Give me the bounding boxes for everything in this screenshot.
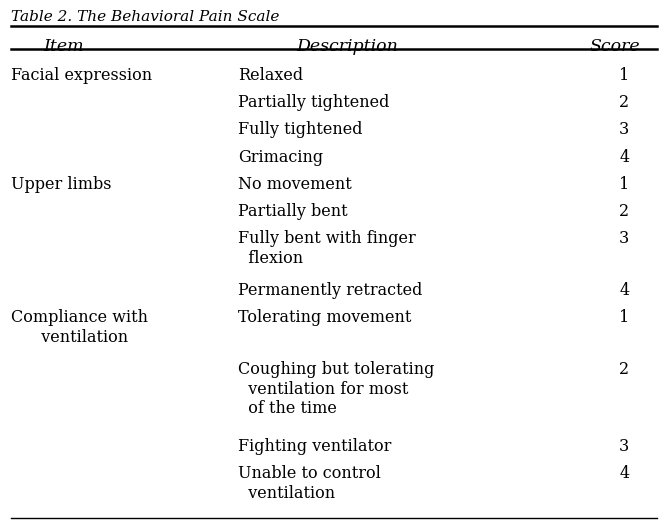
Text: Partially bent: Partially bent xyxy=(238,203,348,220)
Text: Fully bent with finger
  flexion: Fully bent with finger flexion xyxy=(238,230,416,267)
Text: Item: Item xyxy=(43,38,84,55)
Text: 1: 1 xyxy=(619,309,629,326)
Text: Relaxed: Relaxed xyxy=(238,67,303,84)
Text: 3: 3 xyxy=(619,121,629,138)
Text: 2: 2 xyxy=(619,94,629,111)
Text: 4: 4 xyxy=(619,282,629,299)
Text: 4: 4 xyxy=(619,148,629,165)
Text: Facial expression: Facial expression xyxy=(11,67,152,84)
Text: Table 2. The Behavioral Pain Scale: Table 2. The Behavioral Pain Scale xyxy=(11,10,279,25)
Text: No movement: No movement xyxy=(238,176,352,193)
Text: 3: 3 xyxy=(619,230,629,247)
Text: 4: 4 xyxy=(619,465,629,482)
Text: Fighting ventilator: Fighting ventilator xyxy=(238,438,391,455)
Text: Tolerating movement: Tolerating movement xyxy=(238,309,411,326)
Text: 2: 2 xyxy=(619,203,629,220)
Text: Coughing but tolerating
  ventilation for most
  of the time: Coughing but tolerating ventilation for … xyxy=(238,361,435,418)
Text: 3: 3 xyxy=(619,438,629,455)
Text: Description: Description xyxy=(296,38,398,55)
Text: Unable to control
  ventilation: Unable to control ventilation xyxy=(238,465,381,502)
Text: Score: Score xyxy=(589,38,640,55)
Text: Compliance with
  ventilation: Compliance with ventilation xyxy=(11,309,148,346)
Text: Grimacing: Grimacing xyxy=(238,148,323,165)
Text: Partially tightened: Partially tightened xyxy=(238,94,389,111)
Text: Fully tightened: Fully tightened xyxy=(238,121,363,138)
Text: Upper limbs: Upper limbs xyxy=(11,176,112,193)
Text: Permanently retracted: Permanently retracted xyxy=(238,282,423,299)
Text: 1: 1 xyxy=(619,67,629,84)
Text: 1: 1 xyxy=(619,176,629,193)
Text: 2: 2 xyxy=(619,361,629,378)
